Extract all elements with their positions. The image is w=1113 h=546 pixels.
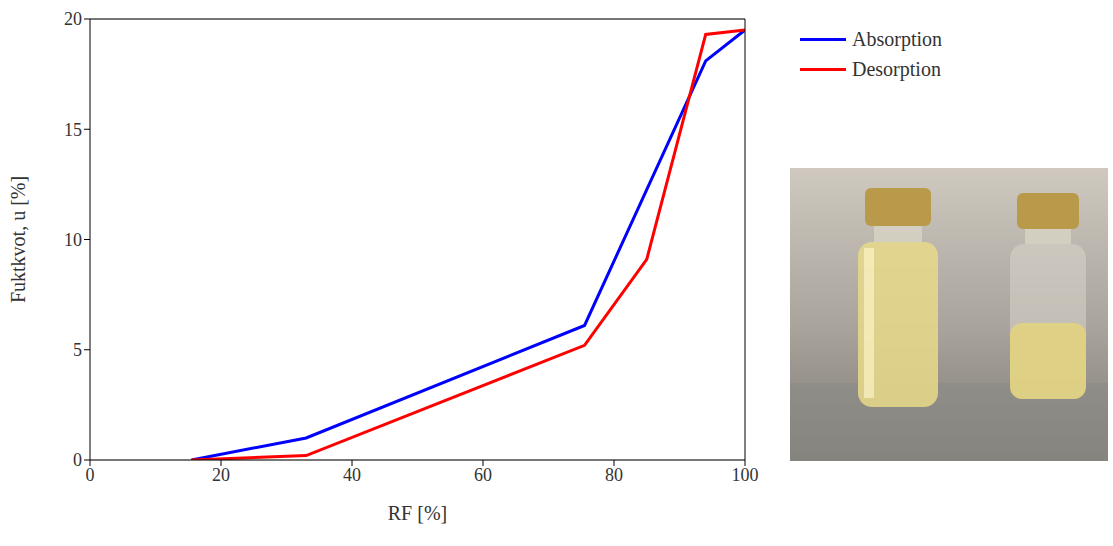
- svg-text:5: 5: [73, 340, 82, 360]
- svg-text:0: 0: [86, 465, 95, 485]
- svg-text:0: 0: [73, 450, 82, 470]
- svg-text:Fuktkvot, u [%]: Fuktkvot, u [%]: [7, 176, 29, 303]
- html-text:Desorption: Desorption: [852, 57, 941, 80]
- svg-text:60: 60: [474, 465, 492, 485]
- html-text:Absorption: Absorption: [852, 27, 942, 50]
- svg-text:15: 15: [64, 120, 82, 140]
- svg-text:20: 20: [64, 9, 82, 29]
- svg-text:80: 80: [605, 465, 623, 485]
- svg-text:RF [%]: RF [%]: [388, 502, 447, 524]
- svg-text:10: 10: [64, 230, 82, 250]
- svg-text:100: 100: [732, 465, 759, 485]
- svg-text:40: 40: [343, 465, 361, 485]
- svg-text:20: 20: [212, 465, 230, 485]
